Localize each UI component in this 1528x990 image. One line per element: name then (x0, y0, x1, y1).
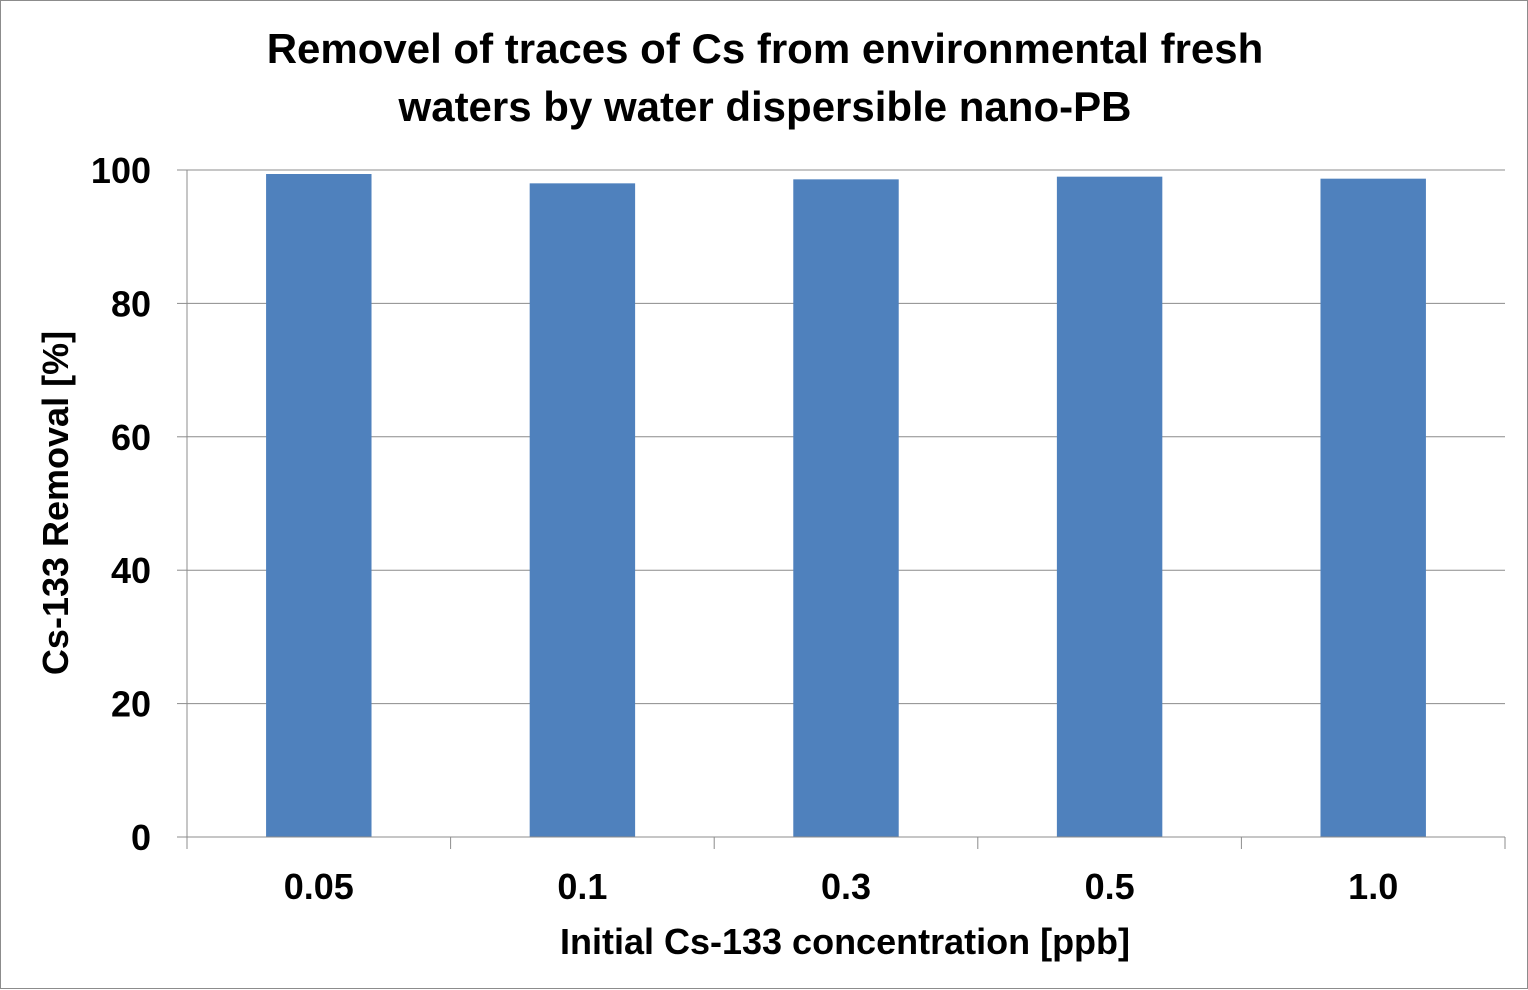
y-tick-labels: 0 20 40 60 80 100 (91, 150, 151, 858)
x-tick-label: 0.3 (821, 866, 871, 907)
bar-0.1 (529, 183, 636, 838)
y-tick-label: 40 (111, 550, 151, 591)
y-tick-label: 80 (111, 283, 151, 324)
x-tick-label: 0.05 (284, 866, 354, 907)
x-tick-labels: 0.05 0.1 0.3 0.5 1.0 (284, 866, 1398, 907)
x-tick-label: 1.0 (1348, 866, 1398, 907)
x-axis-label: Initial Cs-133 concentration [ppb] (560, 921, 1130, 962)
bar-1.0 (1320, 178, 1426, 837)
chart-title-line-1: Removel of traces of Cs from environment… (267, 25, 1264, 72)
bar-0.3 (793, 179, 899, 837)
y-tick-label: 60 (111, 417, 151, 458)
axes (177, 169, 1506, 849)
x-tick-label: 0.5 (1085, 866, 1135, 907)
chart-title-line-2: waters by water dispersible nano-PB (398, 83, 1132, 130)
bar-0.05 (266, 174, 372, 837)
y-axis-label: Cs-133 Removal [%] (35, 331, 76, 675)
bar-0.5 (1056, 176, 1163, 838)
y-tick-label: 0 (131, 817, 151, 858)
bars (266, 174, 1426, 838)
y-tick-label: 20 (111, 684, 151, 725)
x-tick-label: 0.1 (557, 866, 607, 907)
y-tick-label: 100 (91, 150, 151, 191)
